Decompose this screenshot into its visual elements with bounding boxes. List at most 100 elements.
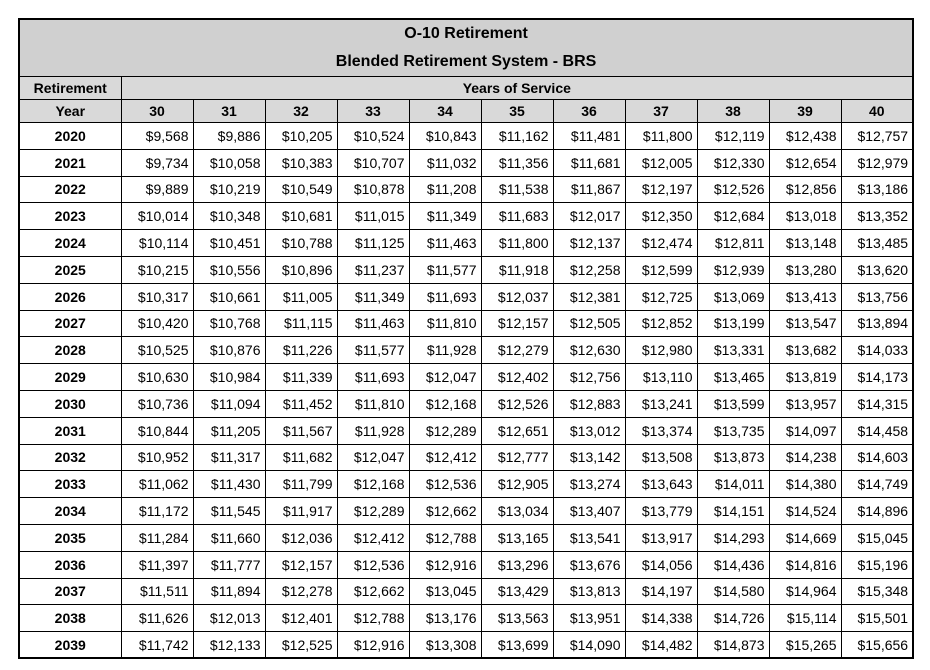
year-cell: 2028 [18, 336, 122, 365]
value-cell: $11,577 [336, 336, 410, 365]
value-cell: $10,058 [192, 148, 266, 177]
value-cell: $11,356 [480, 148, 554, 177]
value-cell: $12,017 [552, 202, 626, 231]
value-cell: $12,630 [552, 336, 626, 365]
value-cell: $13,142 [552, 443, 626, 472]
value-cell: $13,199 [696, 309, 770, 338]
value-cell: $11,545 [192, 497, 266, 525]
value-cell: $11,032 [408, 148, 482, 177]
value-cell: $12,168 [336, 470, 410, 499]
value-cell: $14,056 [624, 550, 698, 579]
value-cell: $11,777 [192, 550, 266, 579]
value-cell: $12,526 [696, 175, 770, 204]
column-header: 40 [840, 99, 914, 123]
value-cell: $14,482 [624, 631, 698, 659]
row-label-header: Year [18, 99, 122, 123]
value-cell: $13,110 [624, 363, 698, 391]
value-cell: $10,768 [192, 309, 266, 338]
value-cell: $14,524 [768, 497, 842, 525]
column-header: 35 [480, 99, 554, 123]
value-cell: $13,176 [408, 604, 482, 633]
value-cell: $14,726 [696, 604, 770, 633]
data-row: 2026 $10,317 $10,661 $11,005 $11,349 $11,693 $… [18, 282, 914, 311]
value-cell: $12,905 [480, 470, 554, 499]
value-cell: $10,549 [264, 175, 338, 204]
value-cell: $11,463 [408, 229, 482, 257]
column-header: 37 [624, 99, 698, 123]
value-cell: $11,284 [120, 523, 194, 552]
value-cell: $13,547 [768, 309, 842, 338]
value-cell: $12,133 [192, 631, 266, 659]
year-cell: 2037 [18, 577, 122, 606]
value-cell: $12,047 [408, 363, 482, 391]
value-cell: $11,800 [480, 229, 554, 257]
value-cell: $11,682 [264, 443, 338, 472]
value-cell: $10,525 [120, 336, 194, 365]
value-cell: $14,097 [768, 416, 842, 445]
value-cell: $11,481 [552, 122, 626, 150]
value-cell: $11,567 [264, 416, 338, 445]
value-cell: $11,062 [120, 470, 194, 499]
title-row: O-10 Retirement [18, 19, 914, 48]
value-cell: $10,736 [120, 389, 194, 418]
value-cell: $11,349 [336, 282, 410, 311]
column-header: 38 [696, 99, 770, 123]
value-cell: $12,401 [264, 604, 338, 633]
value-cell: $11,683 [480, 202, 554, 231]
value-cell: $10,788 [264, 229, 338, 257]
value-cell: $11,742 [120, 631, 194, 659]
value-cell: $13,563 [480, 604, 554, 633]
value-cell: $12,883 [552, 389, 626, 418]
value-cell: $11,208 [408, 175, 482, 204]
value-cell: $10,317 [120, 282, 194, 311]
value-cell: $10,952 [120, 443, 194, 472]
value-cell: $14,090 [552, 631, 626, 659]
column-header: 34 [408, 99, 482, 123]
value-cell: $13,274 [552, 470, 626, 499]
value-cell: $12,474 [624, 229, 698, 257]
value-cell: $11,799 [264, 470, 338, 499]
value-cell: $14,436 [696, 550, 770, 579]
value-cell: $14,896 [840, 497, 914, 525]
value-cell: $13,699 [480, 631, 554, 659]
value-cell: $13,894 [840, 309, 914, 338]
value-cell: $11,918 [480, 255, 554, 284]
value-cell: $14,964 [768, 577, 842, 606]
column-header: 31 [192, 99, 266, 123]
value-cell: $13,485 [840, 229, 914, 257]
column-header: 39 [768, 99, 842, 123]
value-cell: $12,157 [264, 550, 338, 579]
value-cell: $13,069 [696, 282, 770, 311]
value-cell: $12,289 [408, 416, 482, 445]
value-cell: $12,330 [696, 148, 770, 177]
year-cell: 2025 [18, 255, 122, 284]
value-cell: $13,917 [624, 523, 698, 552]
value-cell: $13,148 [768, 229, 842, 257]
data-row: 2037 $11,511 $11,894 $12,278 $12,662 $13,045 $… [18, 577, 914, 606]
value-cell: $14,873 [696, 631, 770, 659]
year-cell: 2020 [18, 122, 122, 150]
value-cell: $11,226 [264, 336, 338, 365]
value-cell: $13,643 [624, 470, 698, 499]
value-cell: $15,348 [840, 577, 914, 606]
value-cell: $11,015 [336, 202, 410, 231]
value-cell: $13,620 [840, 255, 914, 284]
data-row: 2027 $10,420 $10,768 $11,115 $11,463 $11,810 $… [18, 309, 914, 338]
table-header: O-10 Retirement Blended Retirement System… [18, 19, 914, 123]
value-cell: $13,034 [480, 497, 554, 525]
value-cell: $12,662 [336, 577, 410, 606]
value-cell: $10,420 [120, 309, 194, 338]
value-cell: $13,541 [552, 523, 626, 552]
value-cell: $14,458 [840, 416, 914, 445]
value-cell: $10,984 [192, 363, 266, 391]
value-cell: $12,197 [624, 175, 698, 204]
value-cell: $12,412 [336, 523, 410, 552]
value-cell: $13,429 [480, 577, 554, 606]
value-cell: $12,438 [768, 122, 842, 150]
value-cell: $11,237 [336, 255, 410, 284]
value-cell: $12,662 [408, 497, 482, 525]
value-cell: $13,465 [696, 363, 770, 391]
value-cell: $11,681 [552, 148, 626, 177]
value-cell: $12,137 [552, 229, 626, 257]
